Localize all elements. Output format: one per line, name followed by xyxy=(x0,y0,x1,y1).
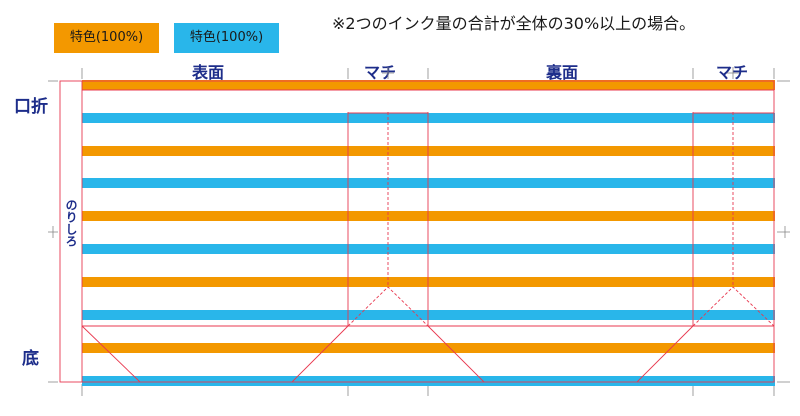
side-label-bottom: 底 xyxy=(22,349,39,369)
stripe-orange xyxy=(82,146,775,156)
stripe-orange xyxy=(82,277,775,287)
bottom-diagonal-line xyxy=(291,325,485,383)
side-label-top-fold: 口折 xyxy=(14,97,48,117)
legend-swatch-cyan: 特色(100%) xyxy=(174,23,279,53)
legend-label-orange: 特色(100%) xyxy=(69,30,144,45)
bottom-diagonal-line xyxy=(81,325,141,383)
legend-swatch-orange: 特色(100%) xyxy=(54,23,159,53)
gusset-bottom-fold-line xyxy=(692,286,775,327)
stripe-orange xyxy=(82,211,775,221)
legend-label-cyan: 特色(100%) xyxy=(189,30,264,45)
panel-label-front: 表面 xyxy=(192,63,225,82)
stripe-cyan xyxy=(82,178,775,188)
stripe-cyan xyxy=(82,113,775,123)
ink-stripes xyxy=(82,80,775,386)
side-label-glue-margin: のりしろ xyxy=(64,199,78,247)
outer-frame-line xyxy=(59,80,775,383)
stripe-orange xyxy=(82,80,775,90)
stripe-cyan xyxy=(82,244,775,254)
bottom-diagonal-line xyxy=(636,325,694,383)
panel-label-back: 裏面 xyxy=(546,63,579,82)
crop-marks xyxy=(48,67,790,396)
fold-guide-lines xyxy=(59,80,775,383)
ink-coverage-note: ※2つのインク量の合計が全体の30%以上の場合。 xyxy=(332,14,696,33)
panel-label-gusset-right: マチ xyxy=(716,63,749,82)
stripe-cyan xyxy=(82,310,775,320)
gusset-bottom-fold-line xyxy=(347,286,429,327)
stripe-cyan xyxy=(82,376,775,386)
stripe-orange xyxy=(82,343,775,353)
